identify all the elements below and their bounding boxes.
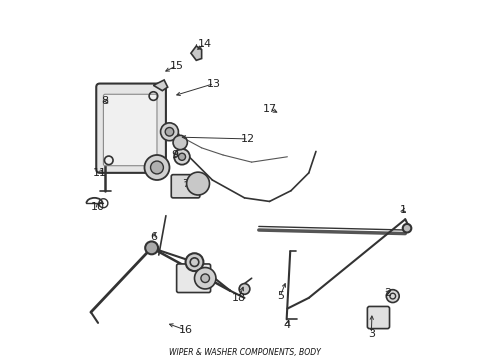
Text: WIPER & WASHER COMPONENTS, BODY: WIPER & WASHER COMPONENTS, BODY — [168, 348, 320, 357]
FancyBboxPatch shape — [103, 94, 157, 166]
Text: 11: 11 — [93, 168, 106, 178]
Text: 9: 9 — [171, 150, 178, 160]
Polygon shape — [190, 46, 201, 60]
Text: 18: 18 — [232, 293, 245, 303]
FancyBboxPatch shape — [366, 306, 389, 329]
Circle shape — [189, 257, 200, 267]
Text: 1: 1 — [399, 205, 406, 215]
Circle shape — [150, 161, 163, 174]
Text: 16: 16 — [178, 325, 192, 335]
Circle shape — [173, 135, 187, 150]
Circle shape — [178, 153, 185, 160]
Circle shape — [145, 242, 158, 254]
Circle shape — [194, 267, 216, 289]
Text: 12: 12 — [241, 134, 255, 144]
Text: 13: 13 — [207, 78, 221, 89]
Circle shape — [386, 290, 398, 302]
Text: 14: 14 — [198, 39, 212, 49]
Text: 3: 3 — [367, 329, 374, 339]
Circle shape — [186, 172, 209, 195]
Circle shape — [165, 127, 173, 136]
Text: 10: 10 — [91, 202, 105, 212]
Text: 7: 7 — [182, 179, 189, 189]
Circle shape — [402, 224, 410, 233]
FancyBboxPatch shape — [96, 84, 165, 173]
Text: 8: 8 — [102, 96, 108, 107]
Text: 15: 15 — [169, 61, 183, 71]
Circle shape — [144, 155, 169, 180]
Circle shape — [185, 253, 203, 271]
Circle shape — [201, 274, 209, 283]
Text: 6: 6 — [150, 232, 157, 242]
Circle shape — [239, 284, 249, 294]
Text: 2: 2 — [383, 288, 390, 297]
FancyBboxPatch shape — [171, 175, 200, 198]
Text: 5: 5 — [276, 291, 283, 301]
Polygon shape — [153, 80, 167, 91]
Text: 17: 17 — [262, 104, 276, 113]
Circle shape — [174, 149, 189, 165]
Circle shape — [193, 179, 203, 189]
Text: 4: 4 — [283, 320, 290, 330]
Circle shape — [160, 123, 178, 141]
FancyBboxPatch shape — [176, 264, 210, 293]
